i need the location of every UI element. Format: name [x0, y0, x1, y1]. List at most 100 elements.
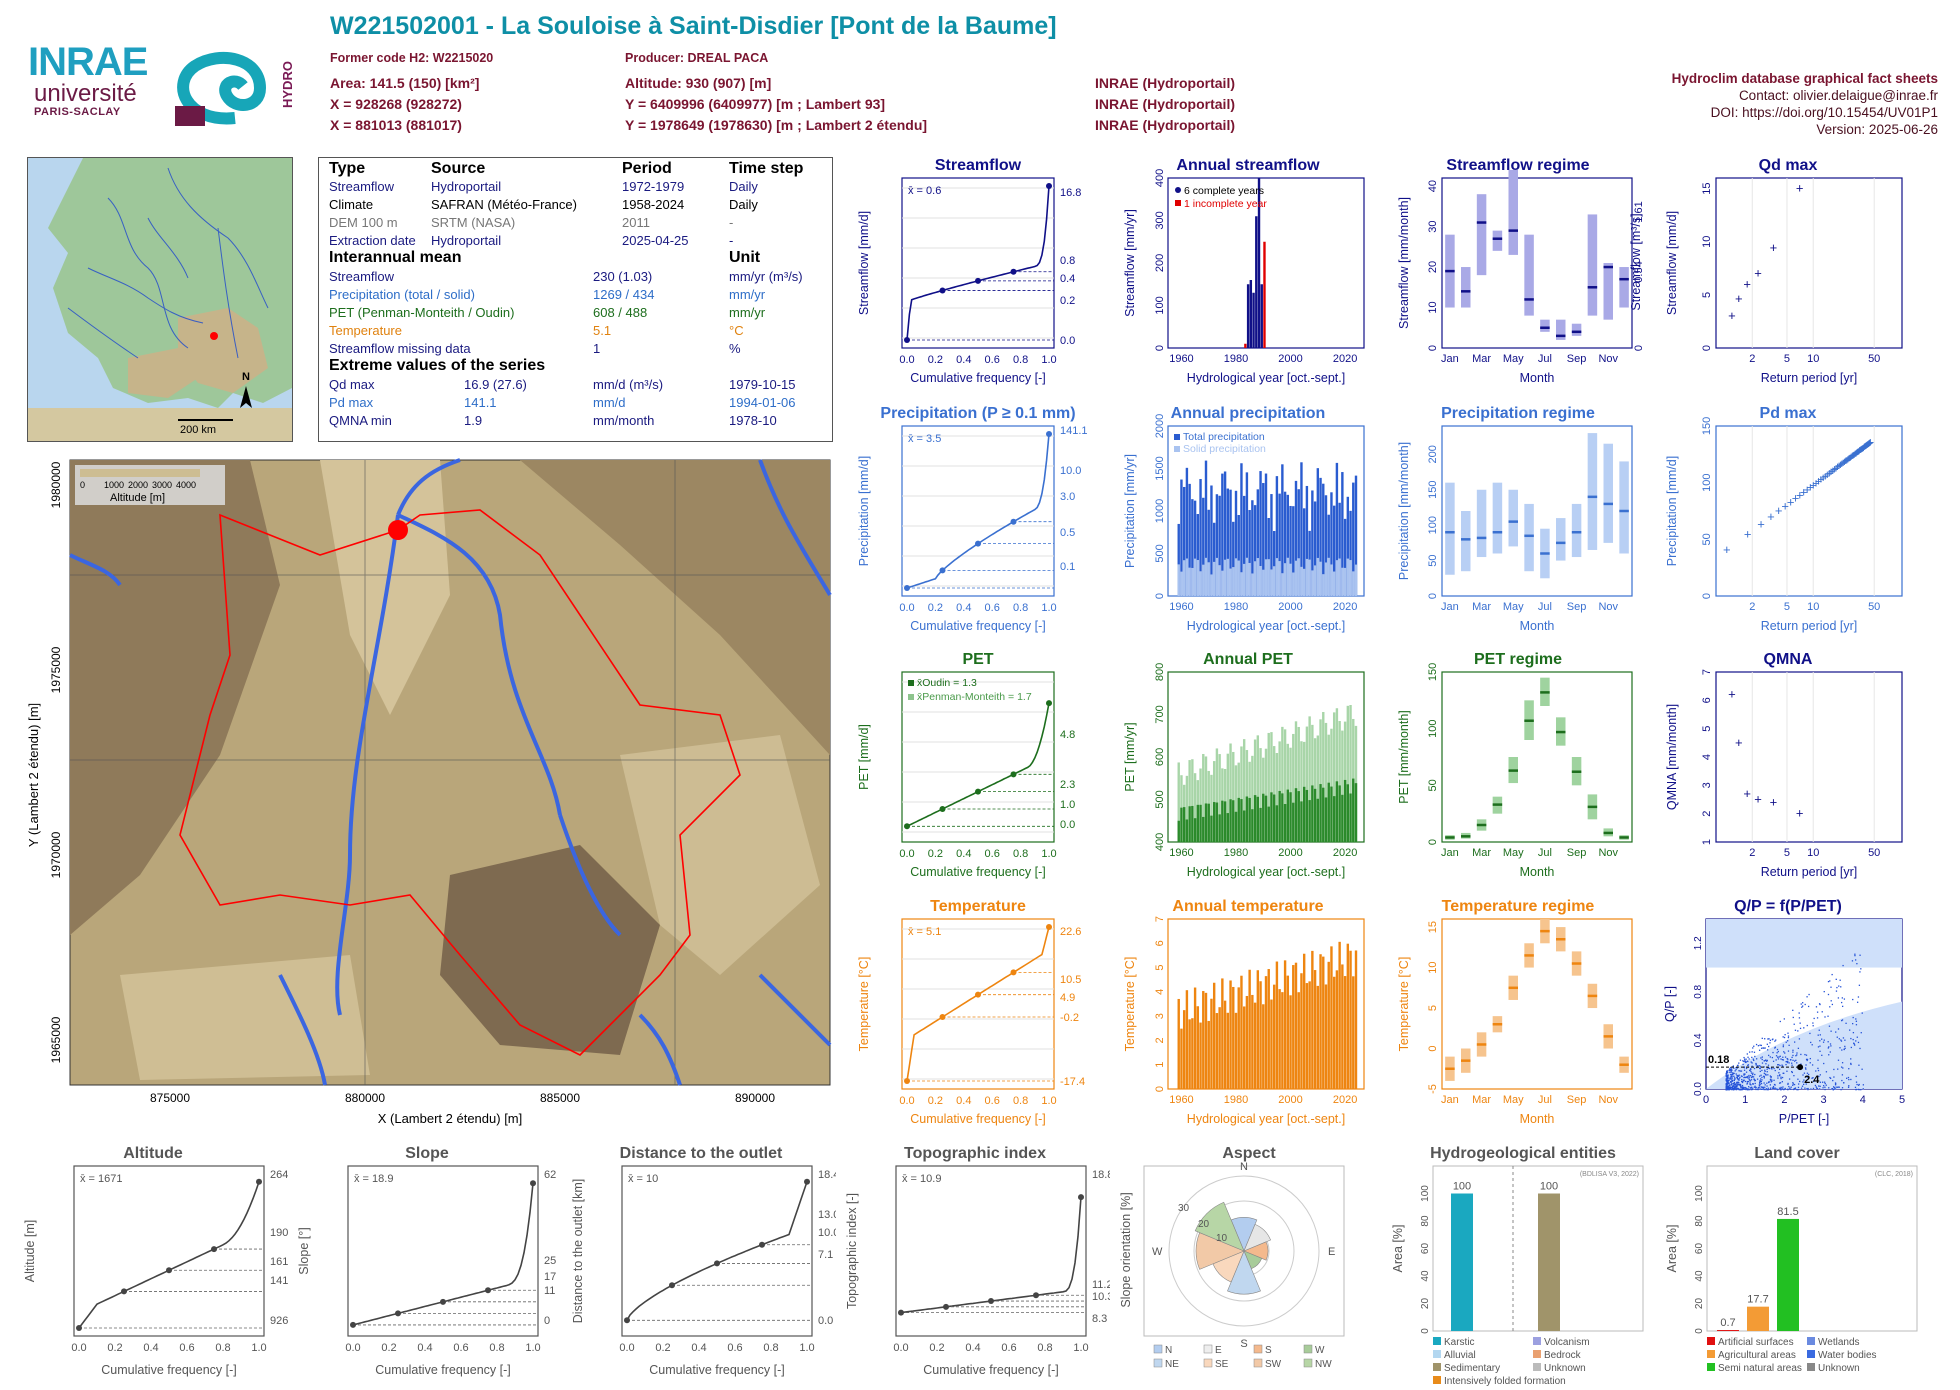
- data-point: [1773, 1067, 1775, 1070]
- data-point: [1845, 1077, 1848, 1079]
- tick-label: 200: [1427, 445, 1439, 463]
- data-point: [1745, 1088, 1747, 1091]
- legend-marker: [1433, 1350, 1441, 1358]
- legend-label: Water bodies: [1818, 1350, 1877, 1361]
- tick-label: 5: [1784, 847, 1790, 859]
- chart-title: Precipitation regime: [1441, 405, 1595, 422]
- data-point: [1754, 1073, 1756, 1076]
- annual-bar: [1221, 570, 1224, 596]
- duration-curve: [906, 926, 1050, 1082]
- data-point: [1759, 1044, 1761, 1046]
- data-point: [1742, 1063, 1744, 1066]
- data-point: +: [1842, 453, 1850, 468]
- data-point: [1844, 1047, 1846, 1049]
- data-point: [1797, 1047, 1800, 1049]
- data-point: [1811, 1077, 1813, 1079]
- axis-label: PET [mm/yr]: [1123, 722, 1137, 791]
- annual-bar: [1319, 477, 1322, 596]
- data-point: [1847, 1076, 1850, 1079]
- bar: [1451, 1193, 1473, 1331]
- data-point: [1754, 1055, 1756, 1058]
- data-point: [1731, 1068, 1733, 1070]
- chart-title: Land cover: [1754, 1145, 1839, 1162]
- tick-label: 0.2: [928, 602, 943, 614]
- data-point: [1805, 1068, 1807, 1070]
- data-point: +: [1839, 455, 1847, 470]
- data-point: +: [1770, 794, 1778, 809]
- data-point: [1762, 1088, 1764, 1090]
- annual-bar: [1283, 804, 1287, 842]
- annual-bar: [1256, 970, 1260, 1089]
- data-point: [1787, 1058, 1789, 1060]
- tick-label: 10: [1807, 353, 1819, 365]
- legend-label: Artificial surfaces: [1718, 1337, 1794, 1348]
- data-point: [1727, 1074, 1729, 1076]
- bar: [1538, 1193, 1560, 1331]
- annual-bar: [1346, 496, 1350, 596]
- plot-frame: [1715, 425, 1903, 597]
- annual-bar: [1300, 973, 1303, 1089]
- axis-label: QMNA [mm/month]: [1665, 704, 1679, 810]
- quantile-point: [1010, 268, 1017, 275]
- data-point: [1821, 1081, 1824, 1083]
- data-point: [1759, 1083, 1761, 1086]
- regime-box: [1556, 518, 1566, 561]
- data-point: [1730, 1073, 1732, 1076]
- quantile-point: [975, 540, 981, 547]
- annual-bar: [1286, 789, 1290, 842]
- data-point: [1800, 1053, 1802, 1056]
- data-point: [1859, 954, 1861, 956]
- data-point: [1850, 1046, 1852, 1049]
- axis-label: Hydrological year [oct.-sept.]: [1187, 865, 1345, 879]
- north-arrow-icon: [240, 386, 252, 408]
- data-point: [1774, 1084, 1776, 1086]
- data-point: [1841, 1019, 1844, 1021]
- data-point: +: [1728, 687, 1736, 702]
- tick-label: 2: [1749, 847, 1755, 859]
- data-point: +: [1858, 441, 1866, 456]
- data-point: [1763, 1077, 1765, 1079]
- axis-label: Month: [1520, 619, 1555, 633]
- tick-label: 3: [1154, 1013, 1166, 1019]
- quantile-label: 4.9: [1060, 992, 1075, 1004]
- annual-bar: [1305, 485, 1309, 596]
- data-point: [1751, 1056, 1753, 1059]
- regime-box: [1524, 234, 1534, 316]
- axis-label: Month: [1520, 865, 1555, 879]
- data-point: [1789, 1087, 1791, 1089]
- tick-label: W: [1152, 1246, 1163, 1258]
- data-point: [1805, 1064, 1807, 1066]
- annual-bar: [1294, 560, 1298, 596]
- data-point: [1833, 1088, 1836, 1090]
- quantile-label: 0.4: [1060, 273, 1075, 285]
- data-point: [1748, 1078, 1750, 1080]
- limit-zone: [1706, 919, 1902, 968]
- mean-label: x̄Oudin = 1.3: [917, 677, 977, 689]
- data-point: +: [1796, 487, 1804, 502]
- row-source: SRTM (NASA): [431, 215, 516, 230]
- data-point: [1726, 1075, 1728, 1078]
- annual-bar: [1275, 558, 1279, 596]
- regime-box: [1571, 323, 1582, 336]
- data-point: [1747, 1075, 1749, 1078]
- data-point: [1795, 1059, 1797, 1061]
- data-point: [1750, 1070, 1752, 1073]
- mean-label: x̄ = 5.1: [908, 926, 941, 938]
- data-point: [1806, 1072, 1809, 1074]
- tick-label: 2000: [1278, 1094, 1302, 1106]
- data-point: [1781, 1076, 1784, 1079]
- data-point: [1802, 1074, 1804, 1076]
- annual-bar: [1343, 976, 1347, 1089]
- tick-label: 20: [1427, 261, 1439, 273]
- annual-bar: [1292, 506, 1295, 596]
- data-point: [1838, 985, 1840, 987]
- tick-label: 80: [1694, 1215, 1705, 1227]
- right-axis-label: 0: [1633, 345, 1645, 351]
- rose-sector: [1194, 1201, 1245, 1252]
- tick-label: 10: [1427, 961, 1439, 973]
- row-period: 1958-2024: [622, 197, 685, 212]
- data-point: [1801, 1085, 1804, 1087]
- annual-bar: [1302, 786, 1306, 842]
- data-point: [1726, 1082, 1728, 1084]
- data-point: [1752, 1058, 1754, 1060]
